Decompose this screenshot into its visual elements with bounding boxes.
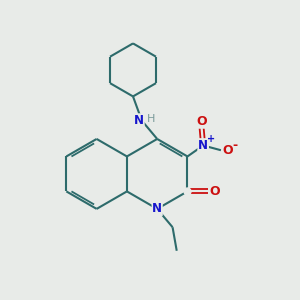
Text: -: - bbox=[232, 139, 238, 152]
Text: N: N bbox=[198, 139, 208, 152]
Text: O: O bbox=[196, 115, 207, 128]
Text: O: O bbox=[222, 144, 233, 157]
Text: H: H bbox=[147, 114, 155, 124]
Text: O: O bbox=[209, 185, 220, 198]
Text: N: N bbox=[134, 114, 144, 127]
Text: +: + bbox=[207, 134, 215, 144]
Text: N: N bbox=[152, 202, 162, 215]
